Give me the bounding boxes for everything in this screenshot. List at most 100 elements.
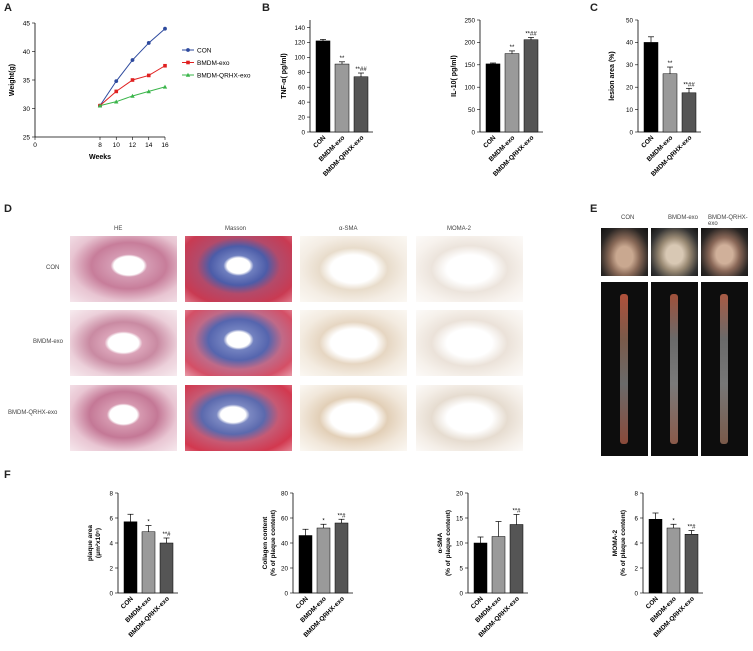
bar <box>298 535 313 594</box>
y-tick-label: 40 <box>298 99 306 106</box>
collagen-bar-chart: 0 20 40 60 80 Collagen content (% of plaque co… <box>262 490 353 639</box>
moma2-stain-image <box>416 236 523 302</box>
panel-letter-d: D <box>4 203 12 215</box>
he-stain-image <box>70 310 177 376</box>
y-tick-label: 20 <box>626 85 634 92</box>
y-tick-label: 25 <box>23 135 31 142</box>
data-point <box>97 103 103 108</box>
y-axis-label: plaque area <box>87 525 94 562</box>
y-tick-label: 0 <box>471 129 475 136</box>
y-axis-label-units: (μm²x10⁵) <box>95 528 102 558</box>
legend-marker <box>186 48 190 52</box>
data-point <box>146 89 151 94</box>
y-axis-label-units: (% of plaque content) <box>445 510 452 576</box>
aortic-arch-image <box>651 228 698 276</box>
y-tick-label: 20 <box>298 114 306 121</box>
significance-label: **# <box>162 532 171 538</box>
y-tick-label: 80 <box>298 70 306 77</box>
histology-column-label: Masson <box>225 226 247 232</box>
y-tick-label: 150 <box>464 62 475 69</box>
histology-row-label: CON <box>46 265 60 271</box>
x-tick-label: 10 <box>113 142 121 149</box>
aorta-column-label: BMDM-QRHX-exo <box>708 215 748 227</box>
significance-label: **## <box>525 31 537 37</box>
legend-marker <box>185 72 191 77</box>
y-tick-label: 40 <box>626 40 634 47</box>
aortic-arch-image <box>701 228 748 276</box>
y-tick-label: 0 <box>109 590 113 597</box>
y-tick-label: 30 <box>626 62 634 69</box>
y-tick-label: 0 <box>629 129 633 136</box>
y-axis-label: Weight(g) <box>9 64 16 96</box>
legend-marker <box>186 60 190 65</box>
y-axis-label-units: (% of plaque content) <box>620 510 627 576</box>
masson-stain-image <box>185 236 292 302</box>
moma2-stain-image <box>416 385 523 451</box>
significance-label: **## <box>355 67 367 73</box>
y-tick-label: 10 <box>456 540 464 547</box>
data-point <box>130 78 135 82</box>
y-tick-label: 20 <box>456 490 464 497</box>
y-tick-label: 60 <box>298 85 306 92</box>
significance-label: * <box>147 520 150 526</box>
y-tick-label: 30 <box>23 106 31 113</box>
bar <box>662 73 678 133</box>
bar <box>643 42 659 133</box>
significance-label: **# <box>337 513 346 519</box>
y-tick-label: 4 <box>109 540 113 547</box>
data-point <box>130 93 135 98</box>
bar <box>473 542 488 594</box>
histology-row-label: BMDM-exo <box>33 339 64 345</box>
y-axis-label: lesion area (%) <box>609 51 616 100</box>
bar <box>684 534 699 594</box>
data-point <box>146 41 151 45</box>
en-face-aorta-image <box>701 282 748 456</box>
alpha-sma-stain-image <box>300 385 407 451</box>
panel-letter-f: F <box>4 469 11 481</box>
data-point <box>162 84 168 89</box>
significance-label: **# <box>512 509 521 515</box>
bar <box>334 522 349 594</box>
he-stain-image <box>70 385 177 451</box>
bar <box>491 536 506 594</box>
y-tick-label: 0 <box>459 590 463 597</box>
y-axis-label: IL-10( pg/ml) <box>451 55 458 97</box>
en-face-aorta-image <box>601 282 648 456</box>
x-tick-label: CON <box>640 134 655 149</box>
y-tick-label: 50 <box>468 107 476 114</box>
significance-label: ** <box>510 45 515 51</box>
significance-label: * <box>322 518 325 524</box>
bar <box>315 40 331 133</box>
data-point <box>114 79 119 84</box>
y-tick-label: 6 <box>109 515 113 522</box>
y-tick-label: 100 <box>294 55 305 62</box>
panel-letter-b: B <box>262 2 270 14</box>
bar <box>504 53 520 133</box>
y-tick-label: 8 <box>634 490 638 497</box>
x-tick-label: CON <box>120 595 135 610</box>
en-face-aorta-image <box>651 282 698 456</box>
y-axis-label-units: (% of plaque content) <box>270 510 277 576</box>
y-tick-label: 80 <box>281 490 289 497</box>
y-tick-label: 0 <box>301 129 305 136</box>
significance-label: **## <box>683 82 695 88</box>
y-tick-label: 200 <box>464 40 475 47</box>
y-tick-label: 40 <box>23 49 31 56</box>
aorta-column-label: CON <box>621 215 635 221</box>
significance-label: * <box>672 518 675 524</box>
bar <box>316 527 331 594</box>
y-tick-label: 8 <box>109 490 113 497</box>
aorta-column-label: BMDM-exo <box>668 215 699 221</box>
bar <box>123 521 138 594</box>
x-tick-label: CON <box>482 134 497 149</box>
alpha-sma-stain-image <box>300 236 407 302</box>
x-axis-label: Weeks <box>89 154 111 161</box>
y-tick-label: 100 <box>464 85 475 92</box>
x-tick-label: 12 <box>129 142 137 149</box>
y-tick-label: 5 <box>459 565 463 572</box>
weight-line-chart: 25 30 35 40 45 0 8 10 12 14 16 Weeks Weight(g) CON BMD… <box>9 21 251 162</box>
masson-stain-image <box>185 385 292 451</box>
histology-column-label: α-SMA <box>339 226 358 232</box>
